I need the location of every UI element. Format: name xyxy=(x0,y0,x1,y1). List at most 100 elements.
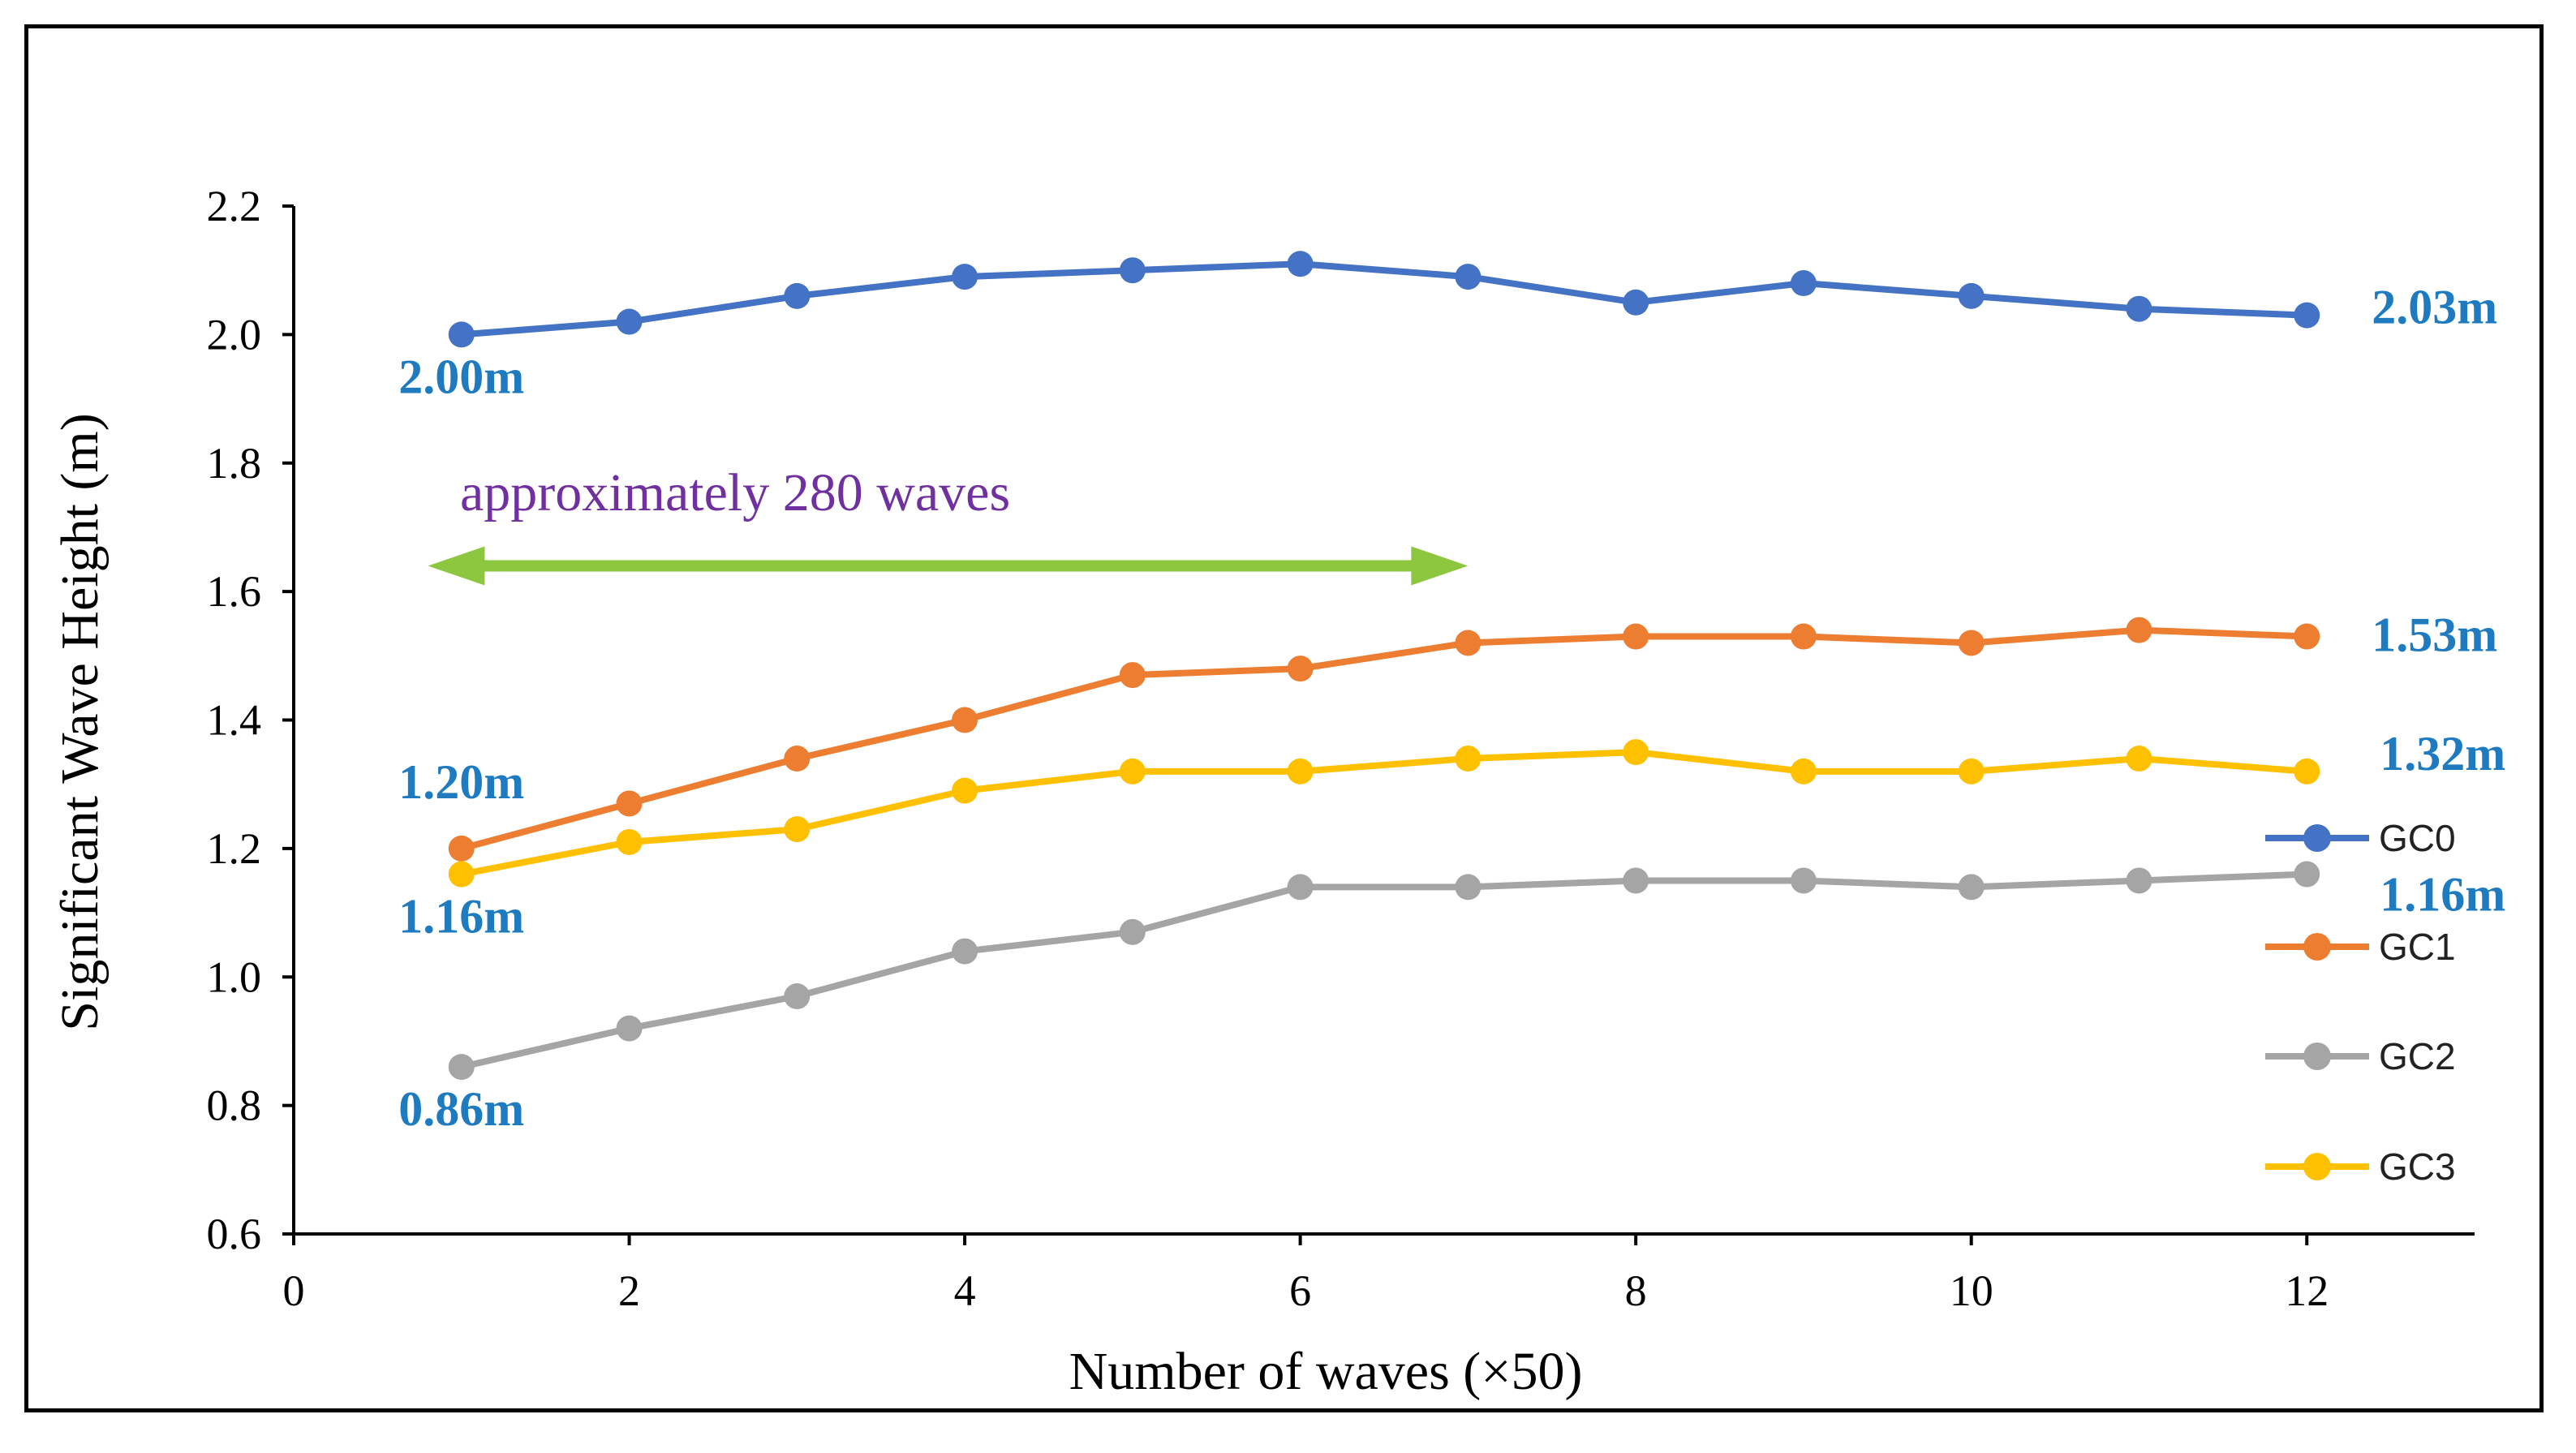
data-point-gc2 xyxy=(1790,867,1817,894)
annotation-arrow-group: approximately 280 waves xyxy=(428,463,1469,586)
series-line-gc0 xyxy=(461,260,2307,338)
data-point-gc1 xyxy=(448,835,475,862)
series-group xyxy=(448,251,2320,1081)
data-point-gc3 xyxy=(1455,746,1482,772)
legend-label-gc2: GC2 xyxy=(2379,1035,2456,1077)
data-point-gc2 xyxy=(1455,874,1482,901)
legend-marker-gc3 xyxy=(2303,1153,2331,1180)
data-point-gc2 xyxy=(1623,867,1649,894)
data-point-gc2 xyxy=(1287,874,1314,901)
data-point-gc1 xyxy=(1958,630,1985,656)
data-point-gc2 xyxy=(2294,861,2320,888)
data-point-gc0 xyxy=(2294,302,2320,329)
data-point-gc2 xyxy=(784,983,811,1010)
data-point-gc3 xyxy=(1623,739,1649,766)
annotation-text: approximately 280 waves xyxy=(460,463,1010,522)
data-point-gc3 xyxy=(2126,746,2152,772)
value-label-gc2-start: 0.86m xyxy=(398,1082,524,1136)
data-point-gc1 xyxy=(1790,623,1817,650)
x-tick-label: 2 xyxy=(618,1266,640,1315)
data-point-gc1 xyxy=(952,707,978,733)
x-tick-label: 10 xyxy=(1950,1266,1993,1315)
y-tick-label: 2.0 xyxy=(207,310,262,359)
data-point-gc3 xyxy=(448,861,475,888)
x-tick-label: 0 xyxy=(283,1266,305,1315)
legend-label-gc3: GC3 xyxy=(2379,1146,2456,1188)
data-point-gc1 xyxy=(2294,623,2320,650)
data-point-gc1 xyxy=(616,790,643,817)
data-point-gc0 xyxy=(784,282,811,309)
data-point-gc3 xyxy=(1790,758,1817,785)
data-point-gc2 xyxy=(952,938,978,965)
x-tick-label: 8 xyxy=(1625,1266,1647,1315)
x-tick-label: 4 xyxy=(954,1266,976,1315)
series-gc0 xyxy=(448,251,2320,348)
data-point-gc2 xyxy=(448,1054,475,1081)
annotation-arrow-right-head xyxy=(1411,546,1469,586)
data-point-gc1 xyxy=(1623,623,1649,650)
series-gc3 xyxy=(448,739,2320,888)
x-tick-label: 12 xyxy=(2285,1266,2329,1315)
data-point-gc3 xyxy=(1119,758,1146,785)
legend: GC0 GC1 GC2 GC3 xyxy=(2265,817,2456,1188)
series-line-gc3 xyxy=(461,749,2307,878)
data-point-gc0 xyxy=(952,264,978,290)
data-point-gc1 xyxy=(1455,630,1482,656)
legend-item-gc3: GC3 xyxy=(2265,1146,2456,1188)
value-label-gc1-start: 1.20m xyxy=(398,755,524,809)
data-point-gc3 xyxy=(784,816,811,843)
legend-marker-gc1 xyxy=(2303,933,2331,961)
value-label-gc0-end: 2.03m xyxy=(2372,281,2497,334)
y-tick-label: 2.2 xyxy=(207,182,262,230)
y-tick-label: 1.2 xyxy=(207,824,262,873)
series-gc1 xyxy=(448,617,2320,862)
data-point-gc2 xyxy=(1958,874,1985,901)
y-tick-label: 0.8 xyxy=(207,1081,262,1130)
data-point-gc0 xyxy=(1623,289,1649,316)
y-tick-label: 0.6 xyxy=(207,1210,262,1258)
data-point-gc1 xyxy=(1287,656,1314,682)
y-tick-label: 1.8 xyxy=(207,439,262,488)
data-point-gc3 xyxy=(2294,758,2320,785)
legend-marker-gc2 xyxy=(2303,1042,2331,1070)
x-tick-label: 6 xyxy=(1289,1266,1311,1315)
data-point-gc0 xyxy=(1455,264,1482,290)
legend-label-gc1: GC1 xyxy=(2379,926,2456,968)
chart-frame xyxy=(24,24,2544,1412)
series-line-gc2 xyxy=(460,871,2307,1071)
legend-label-gc0: GC0 xyxy=(2379,817,2456,859)
value-labels: 2.00m 2.03m 1.20m 1.53m 1.16m 1.32m 0.86m 1.16m xyxy=(398,281,2505,1136)
value-label-gc3-end: 1.32m xyxy=(2380,727,2505,780)
data-point-gc2 xyxy=(2126,867,2152,894)
y-tick-label: 1.4 xyxy=(207,696,262,745)
data-point-gc0 xyxy=(1119,257,1146,284)
axes xyxy=(282,204,2475,1245)
data-point-gc0 xyxy=(448,321,475,348)
value-label-gc3-start: 1.16m xyxy=(398,890,524,944)
data-point-gc0 xyxy=(2126,295,2152,322)
annotation-arrow-left-head xyxy=(428,546,485,586)
data-point-gc0 xyxy=(1958,282,1985,309)
y-tick-label: 1.0 xyxy=(207,952,262,1001)
data-point-gc2 xyxy=(616,1015,643,1042)
data-point-gc1 xyxy=(2126,617,2152,643)
value-label-gc2-end: 1.16m xyxy=(2380,868,2505,922)
data-point-gc3 xyxy=(952,777,978,804)
data-point-gc3 xyxy=(1958,758,1985,785)
series-line-gc1 xyxy=(460,626,2307,852)
legend-item-gc0: GC0 xyxy=(2265,817,2456,859)
y-tick-label: 1.6 xyxy=(207,567,262,616)
data-point-gc0 xyxy=(616,308,643,335)
data-point-gc1 xyxy=(784,746,811,772)
x-axis-title: Number of waves (×50) xyxy=(1069,1342,1583,1401)
value-label-gc1-end: 1.53m xyxy=(2372,608,2497,662)
data-point-gc1 xyxy=(1119,662,1146,689)
data-point-gc0 xyxy=(1790,270,1817,297)
series-gc2 xyxy=(448,861,2320,1081)
data-point-gc0 xyxy=(1287,251,1314,277)
value-label-gc0-start: 2.00m xyxy=(398,350,524,403)
legend-item-gc2: GC2 xyxy=(2265,1035,2456,1077)
data-point-gc3 xyxy=(616,828,643,855)
legend-marker-gc0 xyxy=(2303,824,2331,852)
